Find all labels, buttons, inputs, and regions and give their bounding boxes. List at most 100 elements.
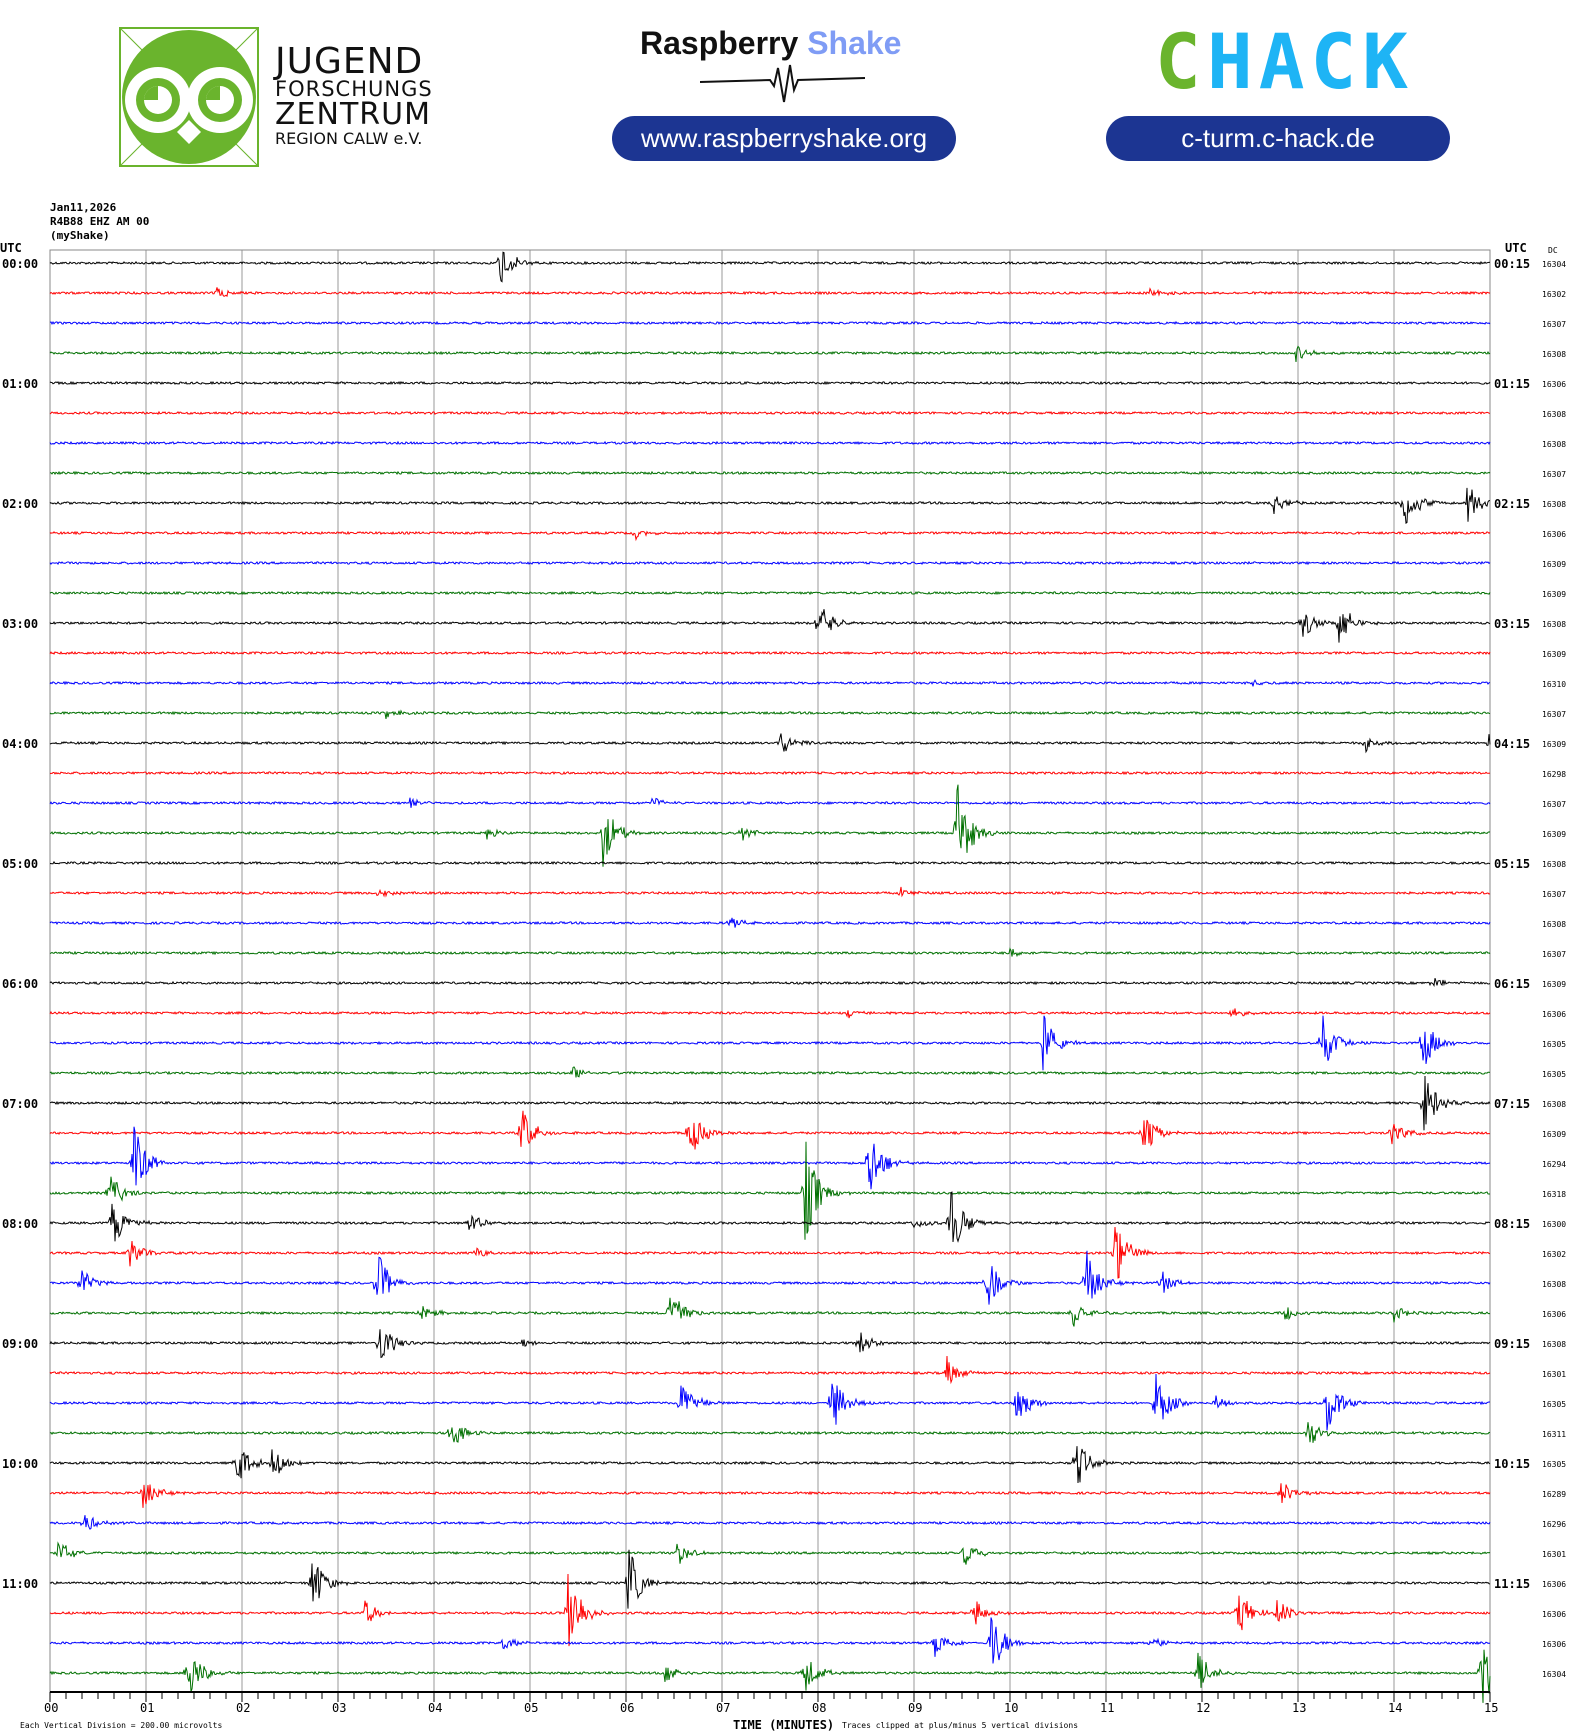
x-tick-label: 12 — [1196, 1701, 1210, 1715]
chack-logo-c: C — [1155, 26, 1201, 96]
dc-offset: 16307 — [1542, 950, 1566, 959]
trace-row-1 — [49, 287, 1491, 298]
dc-offset: 16306 — [1542, 1310, 1566, 1319]
dc-header: DC — [1548, 246, 1558, 255]
chack-url-link[interactable]: c-turm.c-hack.de — [1106, 116, 1450, 161]
x-tick-label: 05 — [524, 1701, 538, 1715]
utc-left-label: UTC — [0, 241, 22, 255]
x-axis: 00 01 02 03 04 05 06 07 08 09 10 11 12 13 14 15 — [44, 1691, 1498, 1715]
source-label: (myShake) — [50, 229, 110, 242]
minute-gridlines — [145, 250, 1395, 1692]
trace-row-30 — [49, 1126, 1491, 1190]
trace-row-40 — [49, 1446, 1491, 1484]
trace-row-7 — [49, 470, 1491, 476]
rs-title-b: Shake — [807, 25, 902, 61]
x-tick-label: 01 — [140, 1701, 154, 1715]
traces — [49, 251, 1491, 1703]
dc-offset: 16308 — [1542, 350, 1566, 359]
jfz-logo-line-1: JUGEND — [275, 41, 424, 82]
trace-row-35 — [49, 1297, 1491, 1327]
dc-offset: 16305 — [1542, 1070, 1566, 1079]
dc-offset: 16311 — [1542, 1430, 1566, 1439]
trace-row-24 — [49, 978, 1491, 987]
trace-row-28 — [50, 1075, 1491, 1131]
trace-row-21 — [49, 886, 1491, 898]
trace-row-38 — [49, 1373, 1490, 1431]
trace-row-18 — [49, 797, 1491, 808]
row-time-right: 01:15 — [1494, 377, 1530, 391]
x-tick-label: 00 — [44, 1701, 58, 1715]
trace-row-25 — [49, 1008, 1491, 1019]
row-time-right: 04:15 — [1494, 737, 1530, 751]
dc-offset: 16289 — [1542, 1490, 1566, 1499]
dc-offset: 16310 — [1542, 680, 1566, 689]
dc-offset: 16309 — [1542, 650, 1566, 659]
x-tick-label: 04 — [428, 1701, 442, 1715]
raspberry-shake-logo: Raspberry Shake — [640, 25, 901, 62]
jfz-logo-line-2: FORSCHUNGS — [275, 77, 433, 101]
dc-offset: 16306 — [1542, 1580, 1566, 1589]
dc-offset: 16308 — [1542, 1100, 1566, 1109]
trace-row-9 — [49, 530, 1491, 542]
dc-offset: 16306 — [1542, 1640, 1566, 1649]
dc-offset: 16306 — [1542, 1010, 1566, 1019]
trace-row-47 — [49, 1649, 1491, 1703]
dc-offset: 16301 — [1542, 1550, 1566, 1559]
trace-row-33 — [49, 1226, 1491, 1279]
trace-row-3 — [49, 345, 1491, 363]
row-time-right: 05:15 — [1494, 857, 1530, 871]
row-time-right: 00:15 — [1494, 257, 1530, 271]
trace-row-10 — [49, 560, 1491, 566]
row-time-left: 07:00 — [2, 1097, 38, 1111]
row-time-left: 11:00 — [2, 1577, 38, 1591]
row-time-right: 11:15 — [1494, 1577, 1530, 1591]
row-time-left: 02:00 — [2, 497, 38, 511]
dc-offset: 16302 — [1542, 290, 1566, 299]
trace-row-4 — [49, 380, 1491, 386]
row-time-left: 01:00 — [2, 377, 38, 391]
chack-logo-hack: HACK — [1207, 26, 1410, 96]
raspberryshake-url-link[interactable]: www.raspberryshake.org — [612, 116, 956, 161]
trace-row-23 — [49, 947, 1491, 958]
dc-offset: 16305 — [1542, 1400, 1566, 1409]
dc-offset: 16304 — [1542, 1670, 1566, 1679]
dc-offset: 16308 — [1542, 1280, 1566, 1289]
utc-right-label: UTC — [1505, 241, 1527, 255]
dc-offset: 16305 — [1542, 1460, 1566, 1469]
trace-row-2 — [49, 320, 1491, 326]
trace-row-19 — [50, 784, 1491, 867]
dc-offset: 16309 — [1542, 590, 1566, 599]
dc-offset: 16308 — [1542, 860, 1566, 869]
trace-row-12 — [49, 609, 1491, 643]
row-time-right: 03:15 — [1494, 617, 1530, 631]
trace-row-22 — [49, 917, 1491, 928]
dc-offset: 16308 — [1542, 410, 1566, 419]
x-tick-label: 15 — [1484, 1701, 1498, 1715]
dc-offset: 16307 — [1542, 800, 1566, 809]
x-tick-label: 06 — [620, 1701, 634, 1715]
x-tick-label: 13 — [1292, 1701, 1306, 1715]
dc-offset: 16308 — [1542, 920, 1566, 929]
dc-offset: 16301 — [1542, 1370, 1566, 1379]
dc-offset: 16308 — [1542, 1340, 1566, 1349]
x-tick-label: 02 — [236, 1701, 250, 1715]
x-tick-label: 08 — [812, 1701, 826, 1715]
row-time-right: 09:15 — [1494, 1337, 1530, 1351]
trace-row-6 — [49, 440, 1491, 446]
row-time-right: 08:15 — [1494, 1217, 1530, 1231]
trace-row-46 — [49, 1617, 1491, 1664]
trace-row-15 — [49, 709, 1491, 719]
plot-frame — [49, 249, 1491, 1693]
trace-row-42 — [49, 1515, 1491, 1530]
division-note: Each Vertical Division = 200.00 microvol… — [20, 1721, 222, 1730]
jfz-logo-line-4: REGION CALW e.V. — [275, 129, 423, 148]
x-tick-label: 07 — [716, 1701, 730, 1715]
dc-offset: 16309 — [1542, 1130, 1566, 1139]
trace-row-34 — [49, 1250, 1491, 1305]
row-time-left: 03:00 — [2, 617, 38, 631]
row-time-right: 10:15 — [1494, 1457, 1530, 1471]
dc-offset: 16308 — [1542, 620, 1566, 629]
chack-logo: C HACK — [1155, 26, 1410, 96]
dc-offset: 16307 — [1542, 710, 1566, 719]
trace-row-0 — [49, 251, 1491, 283]
